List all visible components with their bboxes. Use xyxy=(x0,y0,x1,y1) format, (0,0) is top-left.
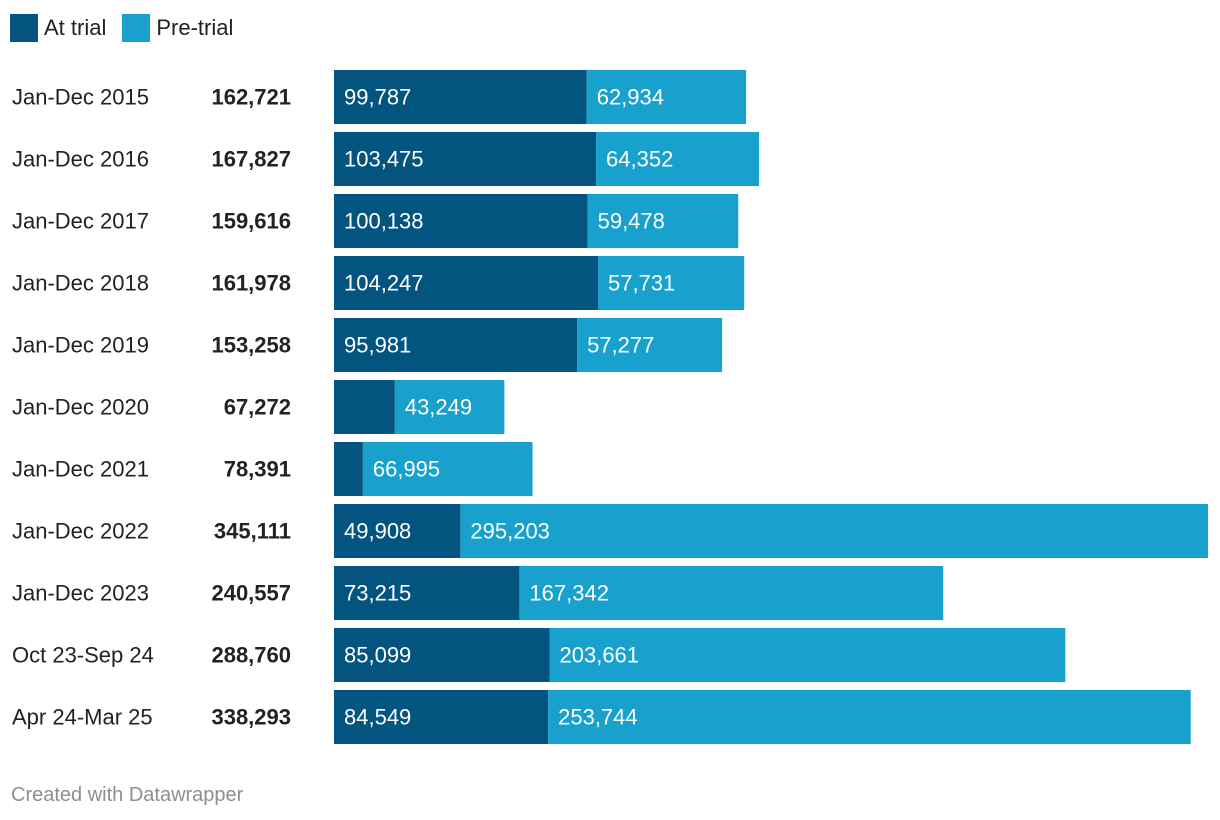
data-label-pre-trial: 57,277 xyxy=(587,333,654,358)
row-label: Jan-Dec 2021 xyxy=(12,457,149,482)
bar-segment-at-trial xyxy=(334,132,597,186)
data-label-pre-trial: 253,744 xyxy=(558,705,638,730)
bar-segment-at-trial xyxy=(334,256,599,310)
data-label-at-trial: 104,247 xyxy=(344,271,424,296)
legend-item-pre-trial: Pre-trial xyxy=(122,14,233,42)
footer-credit: Created with Datawrapper xyxy=(11,784,244,806)
row-total-label: 338,293 xyxy=(211,705,291,730)
bar-segment-at-trial xyxy=(334,690,549,744)
row-label: Jan-Dec 2022 xyxy=(12,519,149,544)
legend-label-at-trial: At trial xyxy=(44,15,107,40)
data-label-pre-trial: 295,203 xyxy=(470,519,550,544)
data-label-pre-trial: 203,661 xyxy=(560,643,640,668)
stacked-bar-chart: Jan-Dec 2015 162,721 99,787 62,934 Jan-Dec 2… xyxy=(12,70,1208,744)
row-label: Apr 24-Mar 25 xyxy=(12,705,153,730)
row-total-label: 159,616 xyxy=(211,209,291,234)
bar-segment-pre-trial xyxy=(460,504,1208,558)
data-label-at-trial: 99,787 xyxy=(344,85,411,110)
data-label-at-trial: 85,099 xyxy=(344,643,411,668)
bar-segment-pre-trial xyxy=(587,194,739,248)
row-label: Oct 23-Sep 24 xyxy=(12,643,154,668)
bar-segment-at-trial xyxy=(334,442,363,496)
row-label: Jan-Dec 2016 xyxy=(12,147,149,172)
bar-segment-pre-trial xyxy=(549,628,1066,682)
data-label-pre-trial: 66,995 xyxy=(373,457,440,482)
data-label-pre-trial: 167,342 xyxy=(529,581,609,606)
data-label-pre-trial: 64,352 xyxy=(606,147,673,172)
bar-segment-at-trial xyxy=(334,194,588,248)
legend: At trial Pre-trial xyxy=(10,13,249,43)
data-label-at-trial: 49,908 xyxy=(344,519,411,544)
legend-item-at-trial: At trial xyxy=(10,14,106,42)
bar-segment-pre-trial xyxy=(596,132,760,186)
bar-segment-pre-trial xyxy=(598,256,745,310)
legend-label-pre-trial: Pre-trial xyxy=(156,15,234,40)
data-label-pre-trial: 43,249 xyxy=(405,395,472,420)
bar-segment-at-trial xyxy=(334,318,578,372)
legend-swatch-pre-trial xyxy=(122,14,151,42)
row-total-label: 153,258 xyxy=(211,333,291,358)
row-total-label: 167,827 xyxy=(211,147,291,172)
data-label-pre-trial: 62,934 xyxy=(597,85,664,110)
row-total-label: 162,721 xyxy=(211,85,291,110)
bar-segment-pre-trial xyxy=(586,70,747,124)
bar-segment-at-trial xyxy=(334,628,550,682)
row-total-label: 288,760 xyxy=(211,643,291,668)
bar-segment-at-trial xyxy=(334,70,587,124)
row-total-label: 161,978 xyxy=(211,271,291,296)
data-label-at-trial: 95,981 xyxy=(344,333,411,358)
row-total-label: 78,391 xyxy=(224,457,291,482)
row-total-label: 345,111 xyxy=(214,519,291,544)
row-label: Jan-Dec 2023 xyxy=(12,581,149,606)
row-total-label: 240,557 xyxy=(211,581,291,606)
bar-segment-at-trial xyxy=(334,566,520,620)
legend-swatch-at-trial xyxy=(10,14,38,42)
data-label-pre-trial: 57,731 xyxy=(608,271,675,296)
bar-segment-at-trial xyxy=(334,504,461,558)
data-label-at-trial: 84,549 xyxy=(344,705,411,730)
data-label-at-trial: 103,475 xyxy=(344,147,424,172)
data-label-pre-trial: 59,478 xyxy=(598,209,665,234)
row-label: Jan-Dec 2017 xyxy=(12,209,149,234)
data-label-at-trial: 73,215 xyxy=(344,581,411,606)
bar-segment-pre-trial xyxy=(362,442,533,496)
row-label: Jan-Dec 2015 xyxy=(12,85,149,110)
bar-segment-at-trial xyxy=(334,380,395,434)
row-label: Jan-Dec 2019 xyxy=(12,333,149,358)
data-label-at-trial: 100,138 xyxy=(344,209,424,234)
bar-segment-pre-trial xyxy=(519,566,944,620)
row-total-label: 67,272 xyxy=(224,395,291,420)
row-label: Jan-Dec 2018 xyxy=(12,271,149,296)
bar-segment-pre-trial xyxy=(394,380,505,434)
row-label: Jan-Dec 2020 xyxy=(12,395,149,420)
bar-segment-pre-trial xyxy=(577,318,723,372)
bar-segment-pre-trial xyxy=(548,690,1191,744)
